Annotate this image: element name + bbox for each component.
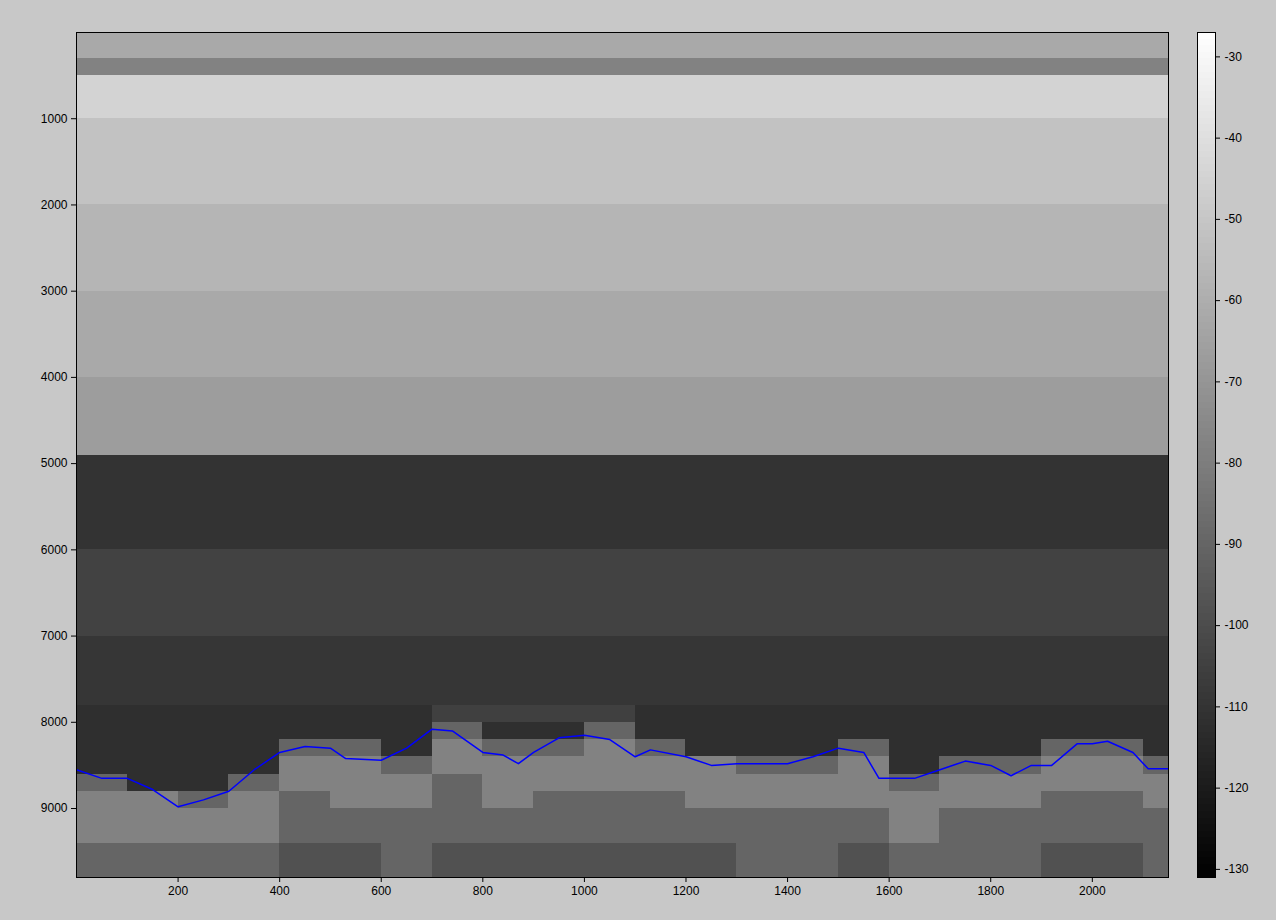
svg-text:1600: 1600 (876, 884, 903, 898)
svg-text:-30: -30 (1225, 50, 1243, 64)
svg-text:200: 200 (168, 884, 188, 898)
svg-text:-40: -40 (1225, 131, 1243, 145)
svg-text:9000: 9000 (41, 801, 68, 815)
svg-text:1400: 1400 (774, 884, 801, 898)
svg-text:2000: 2000 (41, 198, 68, 212)
svg-text:3000: 3000 (41, 284, 68, 298)
svg-text:1800: 1800 (977, 884, 1004, 898)
svg-text:600: 600 (371, 884, 391, 898)
svg-text:-80: -80 (1225, 456, 1243, 470)
svg-text:-100: -100 (1225, 618, 1249, 632)
svg-text:-70: -70 (1225, 375, 1243, 389)
svg-text:6000: 6000 (41, 543, 68, 557)
svg-text:-110: -110 (1225, 700, 1248, 714)
svg-text:-90: -90 (1225, 537, 1243, 551)
svg-text:7000: 7000 (41, 629, 68, 643)
svg-text:-50: -50 (1225, 212, 1243, 226)
svg-text:5000: 5000 (41, 456, 68, 470)
svg-text:-120: -120 (1225, 781, 1249, 795)
svg-text:-130: -130 (1225, 862, 1249, 876)
svg-text:8000: 8000 (41, 715, 68, 729)
svg-text:1000: 1000 (41, 112, 68, 126)
svg-text:800: 800 (473, 884, 493, 898)
svg-text:-60: -60 (1225, 293, 1243, 307)
svg-text:2000: 2000 (1079, 884, 1106, 898)
svg-text:400: 400 (270, 884, 290, 898)
svg-text:1200: 1200 (673, 884, 700, 898)
svg-text:1000: 1000 (571, 884, 598, 898)
svg-text:4000: 4000 (41, 370, 68, 384)
